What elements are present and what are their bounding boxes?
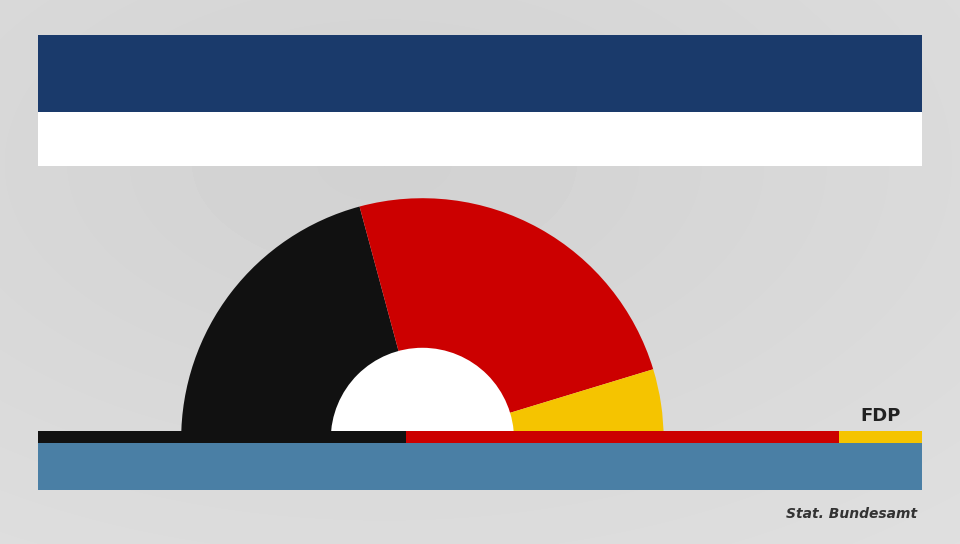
Text: CDU: CDU [201, 407, 244, 425]
Text: LANDTAGSWAHL NIEDERSACHSEN 1963: LANDTAGSWAHL NIEDERSACHSEN 1963 [58, 56, 584, 80]
Bar [132, 440, 712, 475]
Wedge shape [422, 369, 663, 440]
Text: SPD: SPD [602, 407, 643, 425]
Text: 149 Sitze: 149 Sitze [823, 129, 917, 148]
Text: 73: 73 [608, 456, 636, 477]
Text: 14: 14 [866, 456, 895, 477]
Wedge shape [360, 198, 653, 440]
Wedge shape [331, 348, 514, 440]
Text: 62: 62 [207, 456, 237, 477]
Text: Stat. Bundesamt: Stat. Bundesamt [785, 507, 917, 521]
Wedge shape [181, 207, 422, 440]
Text: Sitzverteilung: Sitzverteilung [62, 129, 204, 148]
Text: FDP: FDP [860, 407, 900, 425]
